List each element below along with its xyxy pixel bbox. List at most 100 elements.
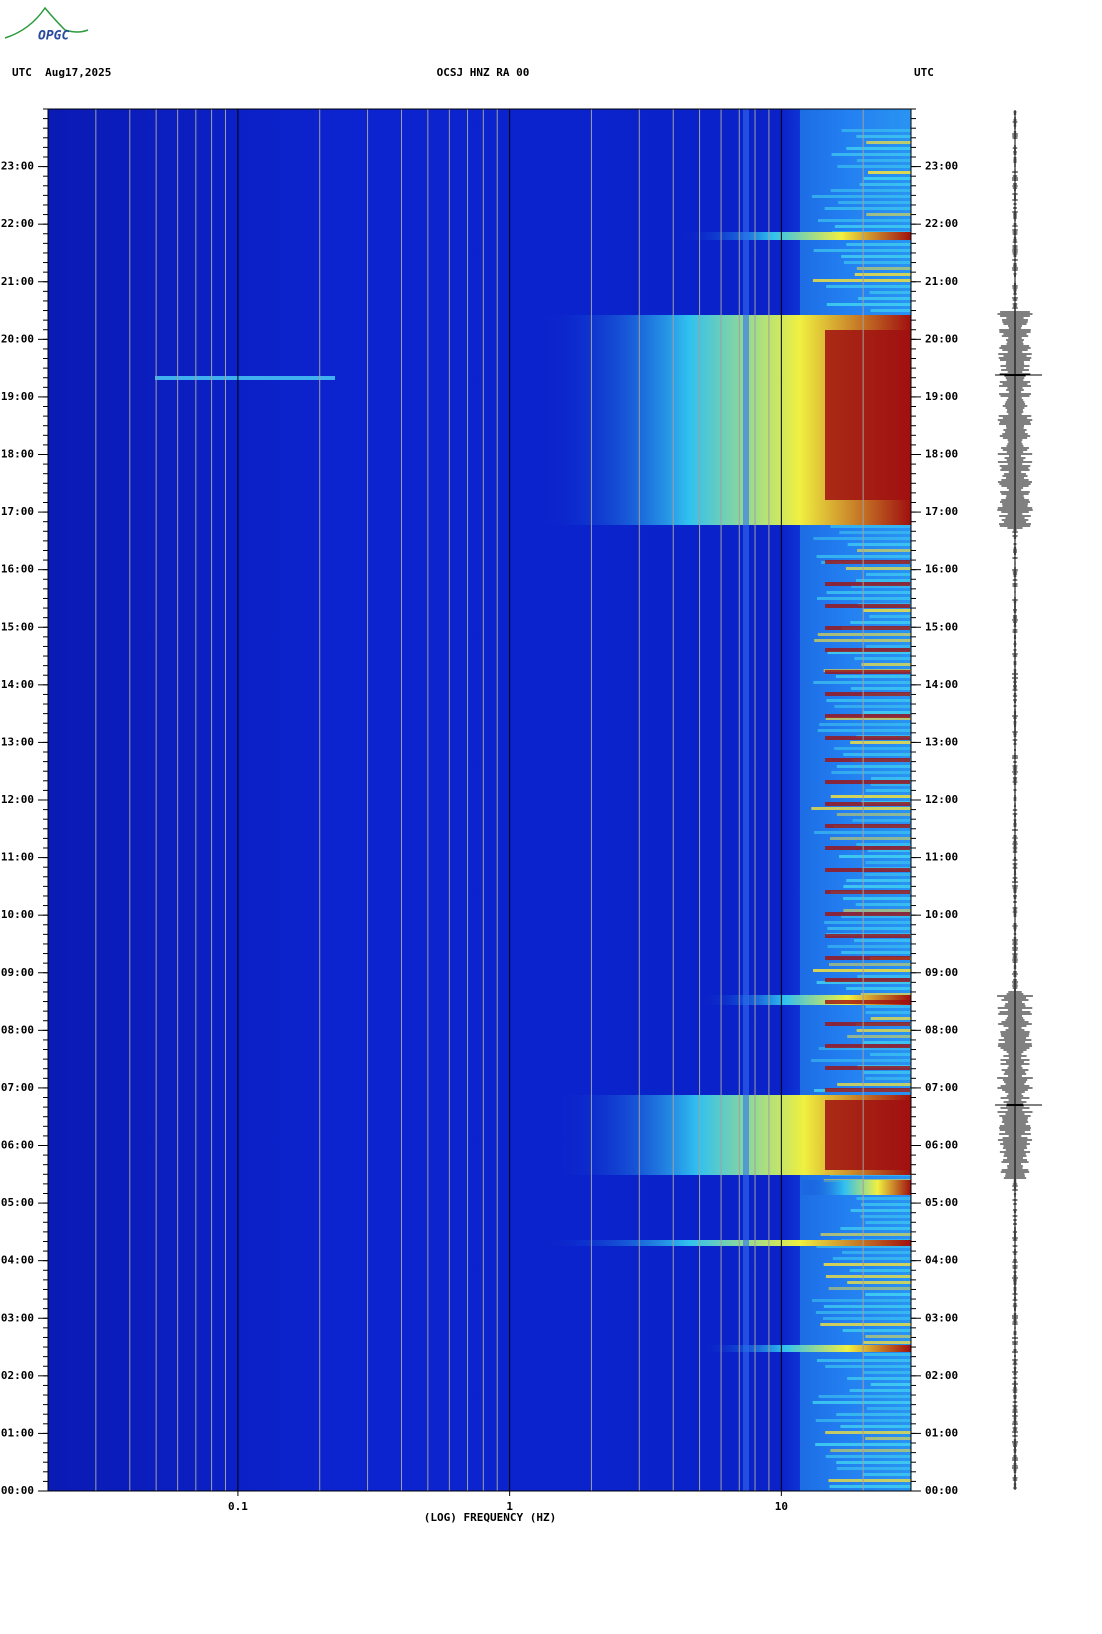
streak [862, 711, 911, 714]
y-tick-label: 19:00 [1, 390, 34, 403]
streak [827, 927, 911, 930]
streak [840, 1425, 911, 1428]
streak [824, 921, 911, 924]
x-tick-label: 0.1 [228, 1500, 248, 1513]
saturated [825, 890, 910, 894]
streak [831, 153, 911, 156]
y-tick-label: 10:00 [1, 908, 34, 921]
streak [816, 1359, 911, 1362]
streak [843, 261, 911, 264]
streak [819, 723, 911, 726]
streak [842, 1329, 911, 1332]
streak [856, 843, 911, 846]
streak [855, 903, 911, 906]
left-header: UTC Aug17,2025 [12, 66, 111, 79]
streak [857, 549, 911, 552]
x-axis-label: (LOG) FREQUENCY (HZ) [424, 1511, 556, 1524]
saturated [825, 912, 910, 916]
y-tick-label: 08:00 [925, 1023, 958, 1036]
y-tick-label: 04:00 [925, 1254, 958, 1267]
saturated [825, 1088, 910, 1092]
y-tick-label: 21:00 [925, 275, 958, 288]
y-tick-label: 20:00 [1, 332, 34, 345]
y-tick-label: 06:00 [925, 1139, 958, 1152]
streak [825, 1275, 911, 1278]
streak [842, 1251, 911, 1254]
streak [856, 267, 911, 270]
saturated [825, 956, 910, 960]
streak [862, 1341, 911, 1344]
streak [856, 1197, 911, 1200]
y-tick-label: 22:00 [1, 217, 34, 230]
logo: OPGC [4, 6, 89, 44]
streak [830, 525, 911, 528]
streak [826, 699, 911, 702]
streak [847, 543, 911, 546]
streak [816, 1245, 911, 1248]
x-tick-label: 10 [775, 1500, 788, 1513]
streak [826, 303, 911, 306]
streak [850, 621, 911, 624]
streak [867, 171, 911, 174]
streak [866, 213, 911, 216]
streak [862, 1041, 911, 1044]
saturated [825, 714, 910, 718]
saturated [825, 1044, 910, 1048]
streak [830, 189, 911, 192]
streak [870, 1017, 911, 1020]
streak [865, 1293, 911, 1296]
saturated [825, 692, 910, 696]
streak [866, 1407, 911, 1410]
streak [857, 975, 911, 978]
transient [155, 376, 335, 380]
y-tick-label: 05:00 [1, 1196, 34, 1209]
streak [865, 1011, 911, 1014]
streak [829, 1485, 911, 1488]
chart-title: OCSJ HNZ RA 00 [437, 66, 530, 79]
saturated [825, 582, 910, 586]
streak [817, 633, 911, 636]
streak [864, 873, 911, 876]
streak [839, 531, 911, 534]
streak [863, 1371, 911, 1374]
streak [863, 609, 911, 612]
y-tick-label: 23:00 [925, 160, 958, 173]
streak [847, 1035, 911, 1038]
energy-burst [680, 232, 911, 240]
y-tick-label: 16:00 [925, 563, 958, 576]
y-tick-label: 04:00 [1, 1254, 34, 1267]
streak [860, 993, 911, 996]
streak [850, 1209, 911, 1212]
streak [856, 135, 911, 138]
streak [811, 1059, 911, 1062]
streak [814, 639, 911, 642]
streak [823, 1317, 911, 1320]
streak [825, 1431, 911, 1434]
streak [825, 1455, 911, 1458]
streak [828, 1479, 911, 1482]
streak [870, 777, 911, 780]
saturated [825, 560, 910, 564]
saturated [825, 824, 910, 828]
x-tick-label: 1 [506, 1500, 513, 1513]
streak [813, 681, 911, 684]
y-tick-label: 17:00 [925, 505, 958, 518]
saturated [825, 1000, 910, 1004]
streak [837, 1083, 911, 1086]
streak [830, 795, 911, 798]
streak [849, 1389, 911, 1392]
streak [827, 651, 911, 654]
streak [846, 243, 911, 246]
energy-burst [700, 995, 911, 1005]
streak [846, 879, 911, 882]
y-tick-label: 13:00 [1, 735, 34, 748]
streak [836, 1467, 911, 1470]
saturated [825, 1100, 911, 1170]
streak [866, 141, 911, 144]
y-tick-label: 00:00 [925, 1484, 958, 1497]
streak [835, 675, 911, 678]
streak [841, 951, 911, 954]
streak [870, 783, 911, 786]
streak [825, 717, 911, 720]
grid [95, 109, 864, 1491]
